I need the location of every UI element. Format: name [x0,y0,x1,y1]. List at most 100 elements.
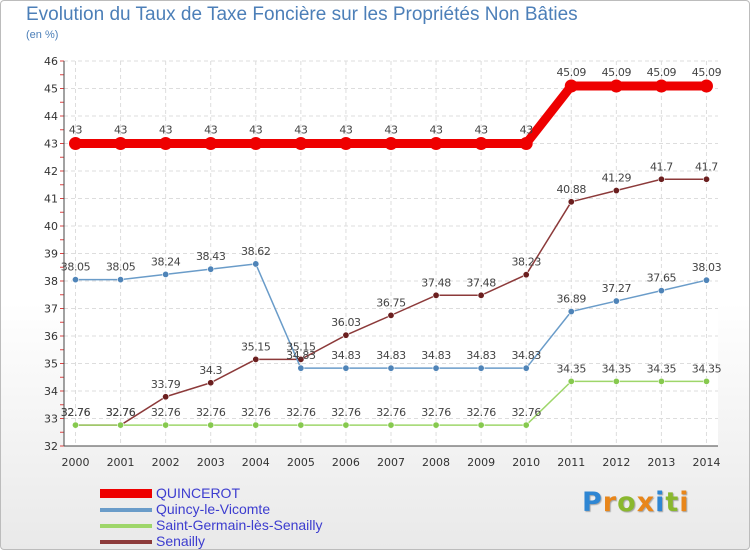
data-label: 34.83 [421,349,451,362]
x-tick-label: 2003 [197,456,225,469]
data-label: 36.03 [331,316,361,329]
data-label: 32.76 [61,406,91,419]
data-label: 32.76 [61,406,91,419]
legend-swatch [100,508,152,512]
logo-letter: x [636,487,656,518]
legend-swatch [100,524,152,528]
data-point [522,364,530,372]
y-tick-label: 39 [44,248,58,261]
data-label: 38.62 [241,245,271,258]
data-point [114,137,128,150]
data-point [252,355,260,363]
y-tick-label: 44 [44,110,58,123]
data-label: 34.3 [199,364,222,377]
data-label: 35.15 [286,340,316,353]
data-label: 38.24 [151,255,181,268]
x-tick-label: 2009 [467,456,495,469]
data-point [294,137,308,150]
data-label: 32.76 [106,406,136,419]
legend-label: QUINCEROT [156,485,240,501]
y-tick-label: 32 [44,440,58,453]
data-label: 34.35 [647,362,677,375]
y-tick-label: 45 [44,83,58,96]
data-label: 32.76 [331,406,361,419]
data-label: 43 [429,124,443,137]
data-label: 41.7 [650,160,673,173]
data-point [387,364,395,372]
data-label: 32.76 [376,406,406,419]
x-tick-label: 2005 [287,456,315,469]
data-label: 43 [520,124,534,137]
x-tick-label: 2000 [62,456,90,469]
data-label: 37.27 [602,282,632,295]
x-tick-label: 2012 [602,456,630,469]
data-label: 32.76 [421,406,451,419]
data-label: 43 [249,124,263,137]
y-tick-label: 42 [44,165,58,178]
data-label: 35.15 [241,340,271,353]
data-point [567,377,575,385]
data-label: 38.05 [61,261,91,274]
data-point [477,421,485,429]
data-point [654,79,668,93]
data-label: 32.76 [241,406,271,419]
data-label: 38.03 [692,261,722,274]
data-label: 37.48 [466,276,496,289]
y-tick-label: 36 [44,330,58,343]
data-point [522,271,530,279]
data-point [477,364,485,372]
data-label: 37.48 [421,276,451,289]
data-point [342,331,350,339]
data-point [702,377,710,385]
data-label: 33.79 [151,378,181,391]
data-point [657,377,665,385]
data-point [432,421,440,429]
data-point [519,137,533,150]
data-point [249,137,263,150]
proxiti-logo: Proxiti [582,487,690,518]
data-point [252,421,260,429]
x-tick-label: 2004 [242,456,270,469]
data-point [702,175,710,183]
y-tick-label: 37 [44,303,58,316]
data-label: 41.7 [695,160,718,173]
chart-title: Evolution du Taux de Taxe Foncière sur l… [26,4,578,25]
x-tick-label: 2001 [107,456,135,469]
y-tick-label: 38 [44,275,58,288]
data-label: 32.76 [511,406,541,419]
x-tick-label: 2006 [332,456,360,469]
data-point [72,276,80,284]
data-point [522,421,530,429]
data-label: 45.09 [647,66,677,79]
data-point [432,291,440,299]
data-label: 38.43 [196,250,226,263]
legend-swatch [100,489,152,498]
logo-letter: i [679,487,690,518]
data-label: 41.29 [602,172,632,185]
data-point [609,79,623,93]
data-point [567,308,575,316]
data-point [612,187,620,195]
y-axis-unit-label: (en %) [26,29,59,41]
data-point [339,137,353,150]
y-tick-label: 40 [44,220,58,233]
legend-swatch [100,540,152,544]
data-label: 34.83 [466,349,496,362]
data-point [474,137,488,150]
data-point [162,421,170,429]
data-label: 43 [159,124,173,137]
data-label: 32.76 [286,406,316,419]
data-point [207,265,215,273]
data-point [612,297,620,305]
data-label: 34.83 [376,349,406,362]
data-label: 43 [475,124,489,137]
data-point [342,421,350,429]
data-point [72,421,80,429]
data-point [207,379,215,387]
data-label: 45.09 [557,66,587,79]
data-label: 34.83 [511,349,541,362]
data-label: 34.35 [602,362,632,375]
x-tick-label: 2011 [557,456,585,469]
data-label: 43 [204,124,218,137]
